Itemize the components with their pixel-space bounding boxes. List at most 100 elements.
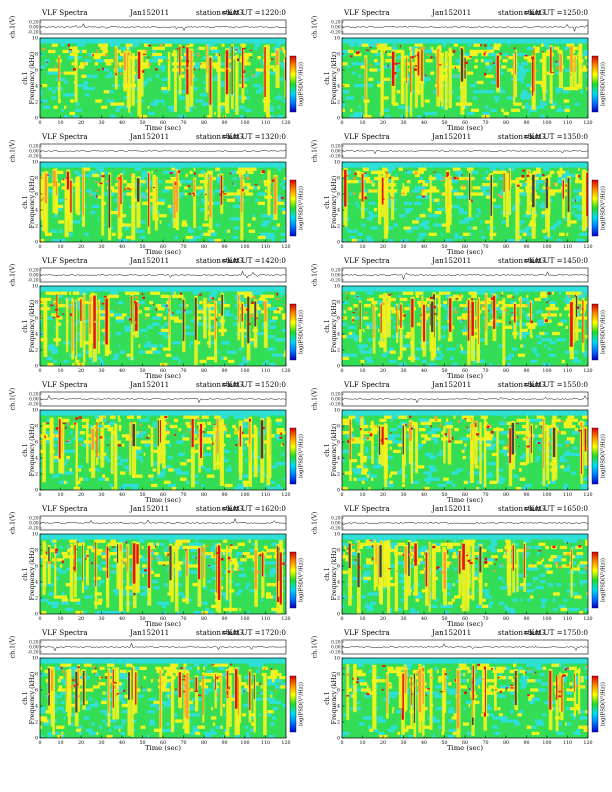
panel-station: station=KAG	[498, 628, 545, 637]
frequency-tick-label: 2	[35, 472, 38, 478]
frequency-tick-label: 6	[337, 68, 340, 74]
waveform-trace	[39, 642, 287, 652]
waveform-strip: 0.200.00-0.20 ch.1(V)	[312, 140, 589, 162]
frequency-tick-label: 8	[35, 300, 38, 306]
waveform-strip: 0.200.00-0.20 ch.1(V)	[10, 636, 287, 659]
time-tick-label: 40	[119, 492, 125, 498]
time-tick-label: 100	[240, 368, 249, 374]
time-tick-label: 20	[78, 740, 84, 746]
colorbar: log(PSD(V²/Hz))	[289, 55, 305, 113]
time-tick-label: 40	[421, 368, 427, 374]
time-tick-label: 80	[201, 740, 207, 746]
time-tick-label: 10	[359, 616, 365, 622]
time-tick-label: 90	[523, 244, 529, 250]
waveform-tick-label: -0.20	[28, 278, 39, 283]
time-tick-label: 40	[119, 368, 125, 374]
time-tick-label: 60	[160, 368, 166, 374]
frequency-tick-label: 6	[35, 688, 38, 694]
time-tick-label: 20	[78, 492, 84, 498]
time-tick-label: 70	[180, 740, 186, 746]
spectrogram-ylabel-channel: ch.1	[22, 443, 29, 456]
frequency-tick-label: 10	[32, 284, 38, 290]
frequency-tick-label: 6	[337, 440, 340, 446]
time-tick-label: 50	[441, 244, 447, 250]
time-tick-label: 20	[78, 244, 84, 250]
time-tick-label: 40	[421, 616, 427, 622]
panel-start-ut: start UT =1620:0	[222, 504, 286, 513]
waveform-trace	[341, 395, 589, 404]
frequency-tick-label: 8	[35, 548, 38, 554]
time-tick-label: 80	[503, 368, 509, 374]
colorbar: log(PSD(V²/Hz))	[289, 551, 305, 609]
frequency-tick-label: 8	[337, 424, 340, 430]
time-tick-label: 110	[261, 244, 270, 250]
time-tick-label: 50	[441, 120, 447, 126]
panel-title: VLF Spectra	[41, 380, 88, 389]
time-tick-label: 0	[38, 368, 41, 374]
frequency-tick-label: 4	[337, 580, 340, 586]
panel-start-ut: start UT =1320:0	[222, 132, 286, 141]
waveform-tick-label: -0.20	[330, 402, 341, 407]
waveform-strip: 0.200.00-0.20 ch.1(V)	[312, 264, 589, 286]
waveform-tick-label: 0.20	[331, 392, 341, 397]
waveform-tick-label: 0.00	[331, 645, 341, 650]
frequency-tick-label: 8	[337, 672, 340, 678]
time-tick-label: 0	[38, 244, 41, 250]
time-axis-label: Time (sec)	[447, 124, 483, 132]
waveform-ylabel: ch.1(V)	[10, 636, 17, 659]
panel-date: Jan152011	[129, 132, 169, 141]
colorbar: log(PSD(V²/Hz))	[289, 427, 305, 485]
spectrogram-ylabel-channel: ch.1	[22, 319, 29, 332]
time-tick-label: 90	[221, 244, 227, 250]
time-axis-label: Time (sec)	[145, 372, 181, 380]
waveform-tick-label: 0.00	[29, 149, 39, 154]
frequency-tick-label: 6	[337, 192, 340, 198]
waveform-tick-label: -0.20	[28, 650, 39, 655]
colorbar: log(PSD(V²/Hz))	[289, 303, 305, 361]
time-tick-label: 60	[462, 368, 468, 374]
spectrogram-ylabel: Frequency (kHz)	[331, 176, 338, 229]
frequency-tick-label: 4	[35, 456, 38, 462]
waveform-trace	[39, 270, 287, 279]
frequency-tick-label: 0	[337, 488, 340, 494]
frequency-tick-label: 10	[32, 160, 38, 166]
time-tick-label: 0	[340, 740, 343, 746]
spectra-panel: VLF Spectra Jan152011 station=KAG start UT …	[8, 376, 308, 505]
time-tick-label: 100	[240, 616, 249, 622]
panel-title: VLF Spectra	[343, 628, 390, 637]
time-tick-label: 30	[98, 368, 104, 374]
time-tick-label: 40	[119, 616, 125, 622]
time-tick-label: 20	[78, 120, 84, 126]
frequency-tick-label: 4	[35, 704, 38, 710]
colorbar-label: log(PSD(V²/Hz))	[298, 310, 305, 354]
time-tick-label: 10	[57, 740, 63, 746]
spectrogram-ylabel: Frequency (kHz)	[29, 672, 36, 725]
time-tick-label: 60	[160, 120, 166, 126]
spectrogram-ylabel: Frequency (kHz)	[29, 300, 36, 353]
spectrogram-ylabel-channel: ch.1	[22, 567, 29, 580]
frequency-tick-label: 4	[35, 332, 38, 338]
panel-date: Jan152011	[431, 132, 471, 141]
time-tick-label: 120	[281, 244, 290, 250]
waveform-trace	[39, 517, 287, 525]
frequency-tick-label: 10	[32, 408, 38, 414]
frequency-tick-label: 2	[35, 100, 38, 106]
time-tick-label: 40	[119, 244, 125, 250]
spectrogram-ylabel: Frequency (kHz)	[331, 424, 338, 477]
time-tick-label: 100	[542, 120, 551, 126]
waveform-tick-label: 0.00	[331, 149, 341, 154]
time-tick-label: 120	[583, 244, 592, 250]
time-tick-label: 120	[281, 120, 290, 126]
time-tick-label: 100	[240, 492, 249, 498]
frequency-tick-label: 10	[32, 532, 38, 538]
time-tick-label: 120	[281, 492, 290, 498]
frequency-tick-label: 10	[334, 284, 340, 290]
time-tick-label: 10	[359, 368, 365, 374]
colorbar-label: log(PSD(V²/Hz))	[600, 186, 607, 230]
time-tick-label: 50	[441, 616, 447, 622]
waveform-strip: 0.200.00-0.20 ch.1(V)	[312, 512, 589, 534]
time-tick-label: 60	[462, 492, 468, 498]
